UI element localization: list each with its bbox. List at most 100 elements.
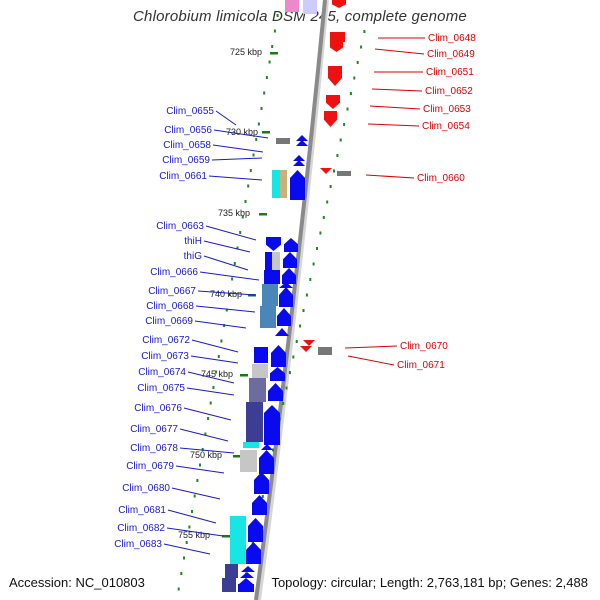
- gene-blue[interactable]: [241, 566, 255, 572]
- gene-label-thiG[interactable]: thiG: [184, 251, 203, 262]
- gene-navy[interactable]: [225, 564, 238, 578]
- gene-label-Clim_0670[interactable]: Clim_0670: [400, 341, 448, 352]
- gene-label-Clim_0680[interactable]: Clim_0680: [122, 483, 170, 494]
- gene-navy[interactable]: [222, 578, 236, 592]
- gene-label-Clim_0677[interactable]: Clim_0677: [130, 424, 178, 435]
- leader-line: [183, 407, 232, 421]
- gene-red[interactable]: [326, 95, 340, 109]
- gene-red[interactable]: [330, 32, 345, 42]
- gene-blue[interactable]: [283, 252, 297, 268]
- gene-blue[interactable]: [271, 345, 286, 367]
- gene-blue[interactable]: [290, 170, 305, 200]
- kbp-label: 750 kbp: [190, 450, 222, 460]
- gene-label-Clim_0675[interactable]: Clim_0675: [137, 383, 185, 394]
- gene-label-Clim_0659[interactable]: Clim_0659: [162, 155, 210, 166]
- gene-label-Clim_0649[interactable]: Clim_0649: [427, 49, 475, 60]
- track-dot: [322, 216, 325, 219]
- gene-blue[interactable]: [254, 347, 268, 363]
- gene-blue[interactable]: [296, 140, 308, 146]
- gene-blue[interactable]: [266, 237, 281, 251]
- gene-steel[interactable]: [260, 306, 276, 328]
- gene-blue[interactable]: [277, 308, 291, 326]
- gene-blue[interactable]: [248, 518, 263, 542]
- gene-steel[interactable]: [262, 284, 278, 306]
- gene-blue[interactable]: [238, 584, 254, 592]
- gene-tan[interactable]: [280, 170, 287, 198]
- gene-label-Clim_0682[interactable]: Clim_0682: [117, 523, 165, 534]
- gene-blue[interactable]: [284, 238, 298, 252]
- gene-navy[interactable]: [246, 402, 263, 442]
- gene-red[interactable]: [320, 168, 332, 174]
- gene-red[interactable]: [330, 42, 343, 52]
- gene-blue[interactable]: [264, 270, 280, 284]
- gene-blue[interactable]: [270, 367, 285, 381]
- gene-label-Clim_0667[interactable]: Clim_0667: [148, 286, 196, 297]
- track-dot: [260, 107, 263, 110]
- gene-red[interactable]: [303, 340, 315, 346]
- gene-blue[interactable]: [240, 572, 254, 578]
- gene-blue[interactable]: [293, 160, 305, 166]
- gene-blue[interactable]: [265, 252, 272, 270]
- gene-label-Clim_0656[interactable]: Clim_0656: [164, 125, 212, 136]
- gene-label-Clim_0674[interactable]: Clim_0674: [138, 367, 186, 378]
- gene-label-Clim_0652[interactable]: Clim_0652: [425, 86, 473, 97]
- gene-label-Clim_0655[interactable]: Clim_0655: [166, 106, 214, 117]
- gene-label-Clim_0654[interactable]: Clim_0654: [422, 121, 470, 132]
- gene-cyan[interactable]: [230, 516, 246, 564]
- gene-label-Clim_0669[interactable]: Clim_0669: [145, 316, 193, 327]
- track-dot: [343, 123, 346, 126]
- gene-red[interactable]: [324, 111, 337, 127]
- gene-label-Clim_0668[interactable]: Clim_0668: [146, 301, 194, 312]
- gene-blue[interactable]: [246, 542, 261, 564]
- gene-label-Clim_0648[interactable]: Clim_0648: [428, 33, 476, 44]
- gene-label-Clim_0653[interactable]: Clim_0653: [423, 104, 471, 115]
- gene-label-Clim_0683[interactable]: Clim_0683: [114, 539, 162, 550]
- gene-label-Clim_0679[interactable]: Clim_0679: [126, 461, 174, 472]
- gene-label-Clim_0666[interactable]: Clim_0666: [150, 267, 198, 278]
- gene-blue[interactable]: [239, 578, 253, 584]
- gene-gray[interactable]: [272, 252, 280, 270]
- track-dot: [239, 231, 242, 234]
- gene-label-Clim_0658[interactable]: Clim_0658: [163, 140, 211, 151]
- gene-blue[interactable]: [261, 444, 273, 450]
- gene-label-Clim_0676[interactable]: Clim_0676: [134, 403, 182, 414]
- gene-cyan[interactable]: [272, 170, 280, 198]
- gene-label-thiH[interactable]: thiH: [184, 236, 202, 247]
- gene-blue[interactable]: [264, 405, 280, 445]
- gene-label-Clim_0663[interactable]: Clim_0663: [156, 221, 204, 232]
- genome-backbone[interactable]: [254, 0, 327, 600]
- gene-gray[interactable]: [252, 364, 268, 378]
- gene-gray[interactable]: [240, 450, 257, 472]
- gene-red[interactable]: [328, 66, 342, 86]
- gene-blue[interactable]: [254, 472, 269, 494]
- gene-navy[interactable]: [249, 378, 266, 402]
- gene-blue[interactable]: [293, 155, 305, 161]
- gene-blue[interactable]: [296, 135, 308, 141]
- top-lavender-feature[interactable]: [303, 0, 317, 14]
- leader-line: [208, 175, 263, 181]
- gene-label-Clim_0660[interactable]: Clim_0660: [417, 173, 465, 184]
- gene-gray[interactable]: [276, 138, 290, 144]
- top-pink-feature[interactable]: [285, 0, 299, 12]
- gene-label-Clim_0661[interactable]: Clim_0661: [159, 171, 207, 182]
- gene-blue[interactable]: [279, 287, 293, 307]
- gene-gray[interactable]: [337, 171, 351, 176]
- gene-label-Clim_0671[interactable]: Clim_0671: [397, 360, 445, 371]
- gene-blue[interactable]: [275, 328, 289, 336]
- gene-blue[interactable]: [268, 383, 283, 401]
- gene-label-Clim_0673[interactable]: Clim_0673: [141, 351, 189, 362]
- gene-cyan[interactable]: [243, 442, 259, 448]
- gene-label-Clim_0651[interactable]: Clim_0651: [426, 67, 474, 78]
- gene-red[interactable]: [300, 346, 312, 352]
- gene-red[interactable]: [332, 0, 346, 8]
- gene-label-Clim_0681[interactable]: Clim_0681: [118, 505, 166, 516]
- gene-gray[interactable]: [318, 347, 332, 355]
- gene-label-Clim_0672[interactable]: Clim_0672: [142, 335, 190, 346]
- gene-blue[interactable]: [259, 450, 274, 474]
- track-dot: [339, 138, 342, 142]
- gene-blue[interactable]: [279, 282, 293, 288]
- gene-label-Clim_0678[interactable]: Clim_0678: [130, 443, 178, 454]
- gene-blue[interactable]: [252, 495, 267, 515]
- gene-blue[interactable]: [282, 268, 296, 284]
